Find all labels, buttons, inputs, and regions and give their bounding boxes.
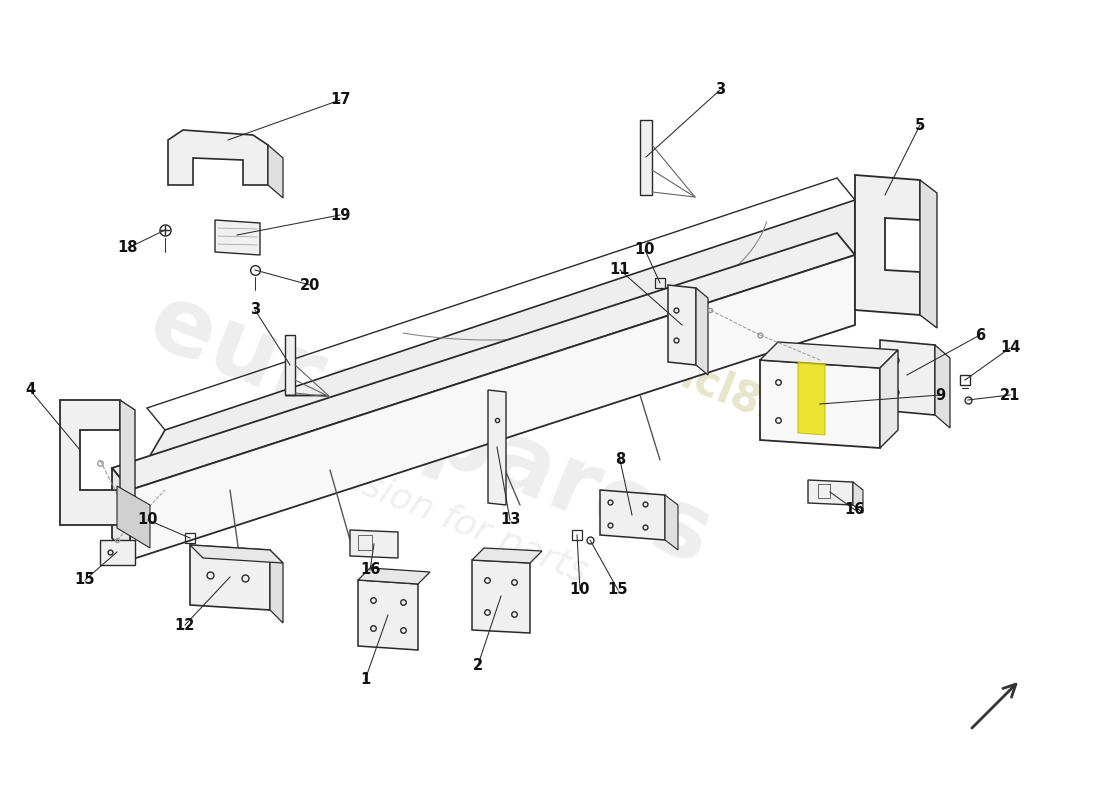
Polygon shape — [880, 340, 935, 415]
Polygon shape — [880, 350, 898, 448]
Text: 18: 18 — [118, 241, 139, 255]
Polygon shape — [488, 390, 506, 505]
Text: 9: 9 — [935, 387, 945, 402]
Text: 21: 21 — [1000, 387, 1020, 402]
Polygon shape — [350, 530, 398, 558]
Polygon shape — [798, 362, 825, 435]
Text: 3: 3 — [715, 82, 725, 98]
Polygon shape — [100, 540, 135, 565]
Polygon shape — [168, 130, 268, 185]
Polygon shape — [120, 400, 135, 535]
Polygon shape — [358, 580, 418, 650]
Text: 15: 15 — [75, 573, 96, 587]
Polygon shape — [190, 545, 270, 610]
Polygon shape — [808, 480, 852, 505]
Text: 20: 20 — [300, 278, 320, 293]
Polygon shape — [112, 468, 130, 560]
Text: 6: 6 — [975, 327, 986, 342]
Polygon shape — [285, 335, 295, 395]
Polygon shape — [852, 482, 864, 513]
Text: 17: 17 — [330, 93, 350, 107]
Polygon shape — [600, 490, 666, 540]
Text: 3: 3 — [250, 302, 260, 318]
Text: 10: 10 — [570, 582, 591, 598]
Polygon shape — [190, 545, 283, 563]
Polygon shape — [760, 342, 898, 368]
Text: 10: 10 — [635, 242, 656, 258]
Polygon shape — [60, 400, 120, 525]
Text: 19: 19 — [330, 207, 350, 222]
Polygon shape — [920, 180, 937, 328]
Polygon shape — [935, 345, 950, 428]
Text: 11: 11 — [609, 262, 630, 278]
Text: 8: 8 — [615, 453, 625, 467]
Text: 2: 2 — [473, 658, 483, 673]
Text: 16: 16 — [845, 502, 866, 518]
Text: 12: 12 — [175, 618, 195, 633]
Polygon shape — [472, 548, 542, 563]
Text: 5: 5 — [915, 118, 925, 133]
Polygon shape — [472, 560, 530, 633]
Text: 4: 4 — [25, 382, 35, 398]
Polygon shape — [130, 255, 855, 560]
Polygon shape — [112, 233, 855, 490]
Polygon shape — [640, 120, 652, 195]
Text: eurospares: eurospares — [135, 275, 724, 585]
Text: 13: 13 — [499, 513, 520, 527]
Polygon shape — [214, 220, 260, 255]
Polygon shape — [668, 285, 696, 365]
Polygon shape — [760, 360, 880, 448]
Polygon shape — [117, 486, 150, 548]
Polygon shape — [270, 550, 283, 623]
Text: 1: 1 — [360, 673, 370, 687]
Polygon shape — [666, 495, 678, 550]
Polygon shape — [130, 200, 855, 490]
Polygon shape — [855, 175, 920, 315]
Text: 10: 10 — [138, 513, 158, 527]
Text: a passion for parts: a passion for parts — [267, 431, 593, 589]
Text: 16: 16 — [360, 562, 381, 578]
Polygon shape — [696, 288, 708, 375]
Text: incl85: incl85 — [647, 344, 793, 436]
Polygon shape — [358, 568, 430, 584]
Text: 15: 15 — [607, 582, 628, 598]
Polygon shape — [268, 145, 283, 198]
Text: 14: 14 — [1000, 341, 1020, 355]
